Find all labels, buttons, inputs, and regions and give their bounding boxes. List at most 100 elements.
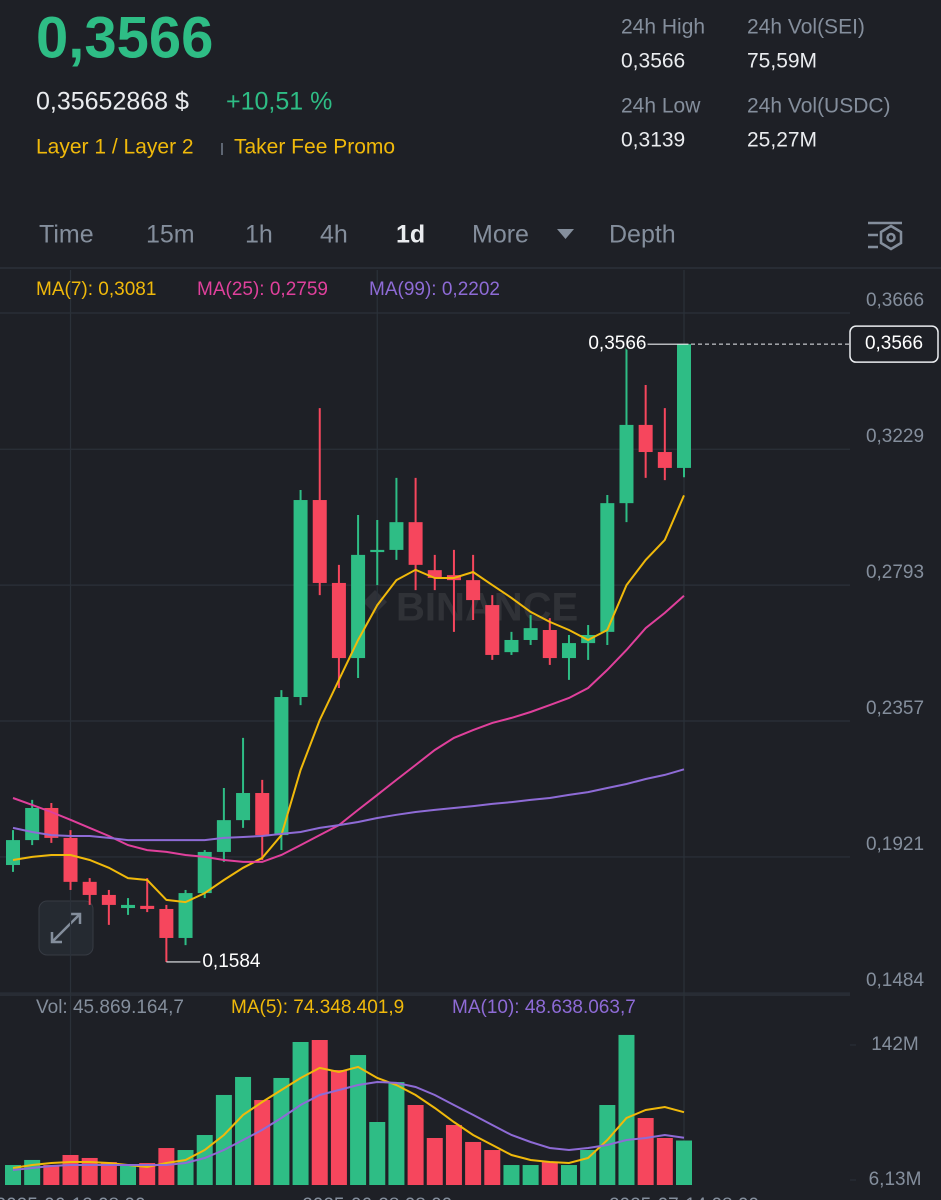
legend-entry: MA(5): 74.348.401,9: [231, 997, 404, 1018]
more-caret[interactable]: [557, 229, 574, 239]
volume-bar: [254, 1100, 271, 1185]
y-tick-label: 142M: [871, 1034, 919, 1055]
candle-body: [389, 522, 404, 550]
y-tick-label: 0,1921: [866, 834, 924, 855]
legend-entry: MA(25): 0,2759: [197, 279, 328, 300]
volume-bar: [311, 1040, 328, 1185]
last-price-label: 0,3566: [865, 333, 923, 354]
stat-value: 0,3139: [621, 129, 685, 152]
volume-bar: [43, 1165, 60, 1185]
tag[interactable]: Layer 1 / Layer 2: [36, 136, 194, 159]
expand-button[interactable]: [38, 900, 94, 956]
y-tick-label: 0,3666: [866, 290, 924, 311]
x-tick-label: 2025-07-14 08:00: [609, 1195, 759, 1200]
high-label: 0,3566: [588, 333, 646, 354]
stat-label: 24h Low: [621, 95, 701, 118]
volume-bar: [426, 1137, 443, 1185]
candle-body: [312, 500, 327, 583]
candle-body: [197, 851, 212, 894]
candle-body: [159, 908, 174, 938]
candle-body: [255, 793, 270, 836]
candle-body: [351, 554, 366, 659]
ma-line: [12, 768, 685, 842]
candle-body: [44, 807, 59, 838]
ma-line: [12, 495, 685, 904]
volume-bar: [484, 1150, 501, 1185]
candle-body: [677, 344, 691, 468]
last-price: 0,3566: [36, 5, 213, 70]
x-tick-label: 2025-06-28 08:00: [302, 1195, 452, 1200]
volume-bar: [445, 1124, 462, 1185]
grid: [0, 270, 850, 1185]
price-change: +10,51 %: [226, 88, 332, 116]
candle-body: [370, 549, 385, 553]
candle-body: [542, 630, 557, 659]
stat-label: 24h Vol(SEI): [747, 16, 865, 39]
x-tick-label: 2025-06-12 08:00: [0, 1195, 146, 1200]
volume-bar: [177, 1150, 194, 1185]
timeframe-tab[interactable]: Depth: [609, 221, 676, 249]
timeframe-tab[interactable]: Time: [39, 221, 94, 249]
y-tick-label: 0,2357: [866, 698, 924, 719]
legend-entry: MA(99): 0,2202: [369, 279, 500, 300]
candle-body: [638, 424, 653, 453]
tag[interactable]: Taker Fee Promo: [234, 136, 395, 159]
legend-entry: Vol: 45.869.164,7: [36, 997, 184, 1018]
candle-body: [121, 904, 136, 909]
volume-bar: [580, 1150, 597, 1185]
fiat-price: 0,35652868 $: [36, 88, 189, 116]
volume-bar: [522, 1165, 539, 1185]
timeframe-tab[interactable]: 4h: [320, 221, 348, 249]
candle-body: [600, 503, 615, 632]
candle-body: [485, 605, 500, 655]
volume-bar: [465, 1141, 482, 1185]
candle-body: [25, 807, 40, 841]
stat-label: 24h High: [621, 16, 705, 39]
candle-body: [236, 793, 251, 821]
volume-bar: [139, 1163, 156, 1185]
stat-value: 25,27M: [747, 129, 817, 152]
timeframe-tab[interactable]: More: [472, 221, 529, 249]
legend-entry: MA(7): 0,3081: [36, 279, 156, 300]
timeframe-tab[interactable]: 15m: [146, 221, 195, 249]
volume-bar: [407, 1105, 424, 1185]
volume-bar: [676, 1140, 692, 1185]
volume-bar: [158, 1148, 175, 1185]
timeframe-tab[interactable]: 1d: [396, 221, 425, 249]
candle-body: [274, 697, 289, 836]
volume-bar: [618, 1034, 635, 1185]
volume-bar: [560, 1165, 577, 1185]
volume-bar: [369, 1121, 386, 1185]
volume-bar: [637, 1118, 654, 1185]
volume-bar: [273, 1077, 290, 1185]
candle-body: [178, 893, 193, 938]
candle-body: [408, 522, 423, 565]
candle-body: [216, 820, 231, 852]
timeframe-tab[interactable]: 1h: [245, 221, 273, 249]
y-tick-label: 0,1484: [866, 970, 925, 991]
candle-body: [523, 628, 538, 640]
candle-body: [619, 424, 634, 504]
candle-body: [561, 643, 576, 659]
volume-bar: [235, 1076, 252, 1185]
volume-bar: [656, 1137, 673, 1185]
volume-bar: [62, 1154, 79, 1185]
candle-body: [331, 582, 346, 659]
candle-body: [293, 500, 308, 698]
volume-bar: [100, 1162, 117, 1185]
volume-bar: [350, 1055, 367, 1185]
candle-body: [6, 840, 20, 866]
volume-ma-line: [12, 1080, 685, 1171]
volume-bar: [388, 1082, 405, 1185]
candle-body: [504, 639, 519, 653]
y-tick-label: 0,2793: [866, 562, 924, 583]
candle-body: [466, 580, 481, 601]
y-tick-label: 0,3229: [866, 426, 924, 447]
stat-value: 75,59M: [747, 50, 817, 73]
legend-entry: MA(10): 48.638.063,7: [452, 997, 636, 1018]
candle-body: [63, 837, 78, 882]
settings-icon[interactable]: [868, 221, 903, 251]
volume-bar: [541, 1162, 558, 1185]
volume-bar: [503, 1165, 520, 1185]
